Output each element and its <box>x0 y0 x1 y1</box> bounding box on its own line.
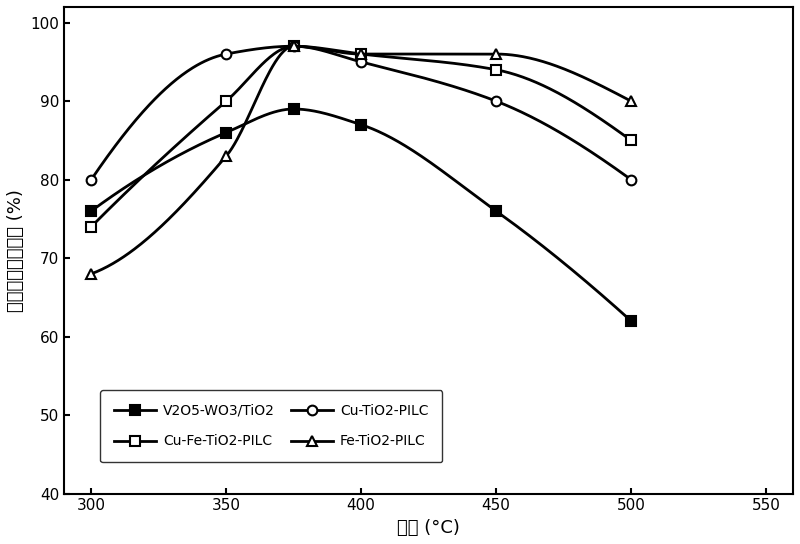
Cu-TiO2-PILC <box>289 43 298 50</box>
Cu-TiO2-PILC <box>626 176 636 183</box>
X-axis label: 温度 (°C): 温度 (°C) <box>398 519 460 537</box>
V2O5-WO3/TiO2 <box>356 121 366 128</box>
V2O5-WO3/TiO2 <box>491 208 501 214</box>
V2O5-WO3/TiO2 <box>289 106 298 112</box>
Line: Cu-TiO2-PILC: Cu-TiO2-PILC <box>86 41 636 184</box>
Line: Fe-TiO2-PILC: Fe-TiO2-PILC <box>86 41 636 279</box>
V2O5-WO3/TiO2 <box>626 318 636 324</box>
Line: V2O5-WO3/TiO2: V2O5-WO3/TiO2 <box>86 104 636 326</box>
Cu-TiO2-PILC <box>86 176 96 183</box>
Cu-Fe-TiO2-PILC <box>356 51 366 57</box>
Cu-TiO2-PILC <box>222 51 231 57</box>
Fe-TiO2-PILC <box>86 270 96 277</box>
V2O5-WO3/TiO2 <box>86 208 96 214</box>
Legend: V2O5-WO3/TiO2, Cu-Fe-TiO2-PILC, Cu-TiO2-PILC, Fe-TiO2-PILC: V2O5-WO3/TiO2, Cu-Fe-TiO2-PILC, Cu-TiO2-… <box>100 390 442 462</box>
Fe-TiO2-PILC <box>491 51 501 57</box>
Cu-Fe-TiO2-PILC <box>289 43 298 50</box>
Fe-TiO2-PILC <box>356 51 366 57</box>
Y-axis label: 一氧化氮的转化率 (%): 一氧化氮的转化率 (%) <box>7 189 25 312</box>
Fe-TiO2-PILC <box>289 43 298 50</box>
Cu-TiO2-PILC <box>491 98 501 104</box>
Cu-Fe-TiO2-PILC <box>86 224 96 230</box>
Cu-TiO2-PILC <box>356 59 366 65</box>
Line: Cu-Fe-TiO2-PILC: Cu-Fe-TiO2-PILC <box>86 41 636 232</box>
Fe-TiO2-PILC <box>626 98 636 104</box>
Fe-TiO2-PILC <box>222 153 231 159</box>
Cu-Fe-TiO2-PILC <box>626 137 636 144</box>
Cu-Fe-TiO2-PILC <box>491 66 501 73</box>
V2O5-WO3/TiO2 <box>222 129 231 136</box>
Cu-Fe-TiO2-PILC <box>222 98 231 104</box>
